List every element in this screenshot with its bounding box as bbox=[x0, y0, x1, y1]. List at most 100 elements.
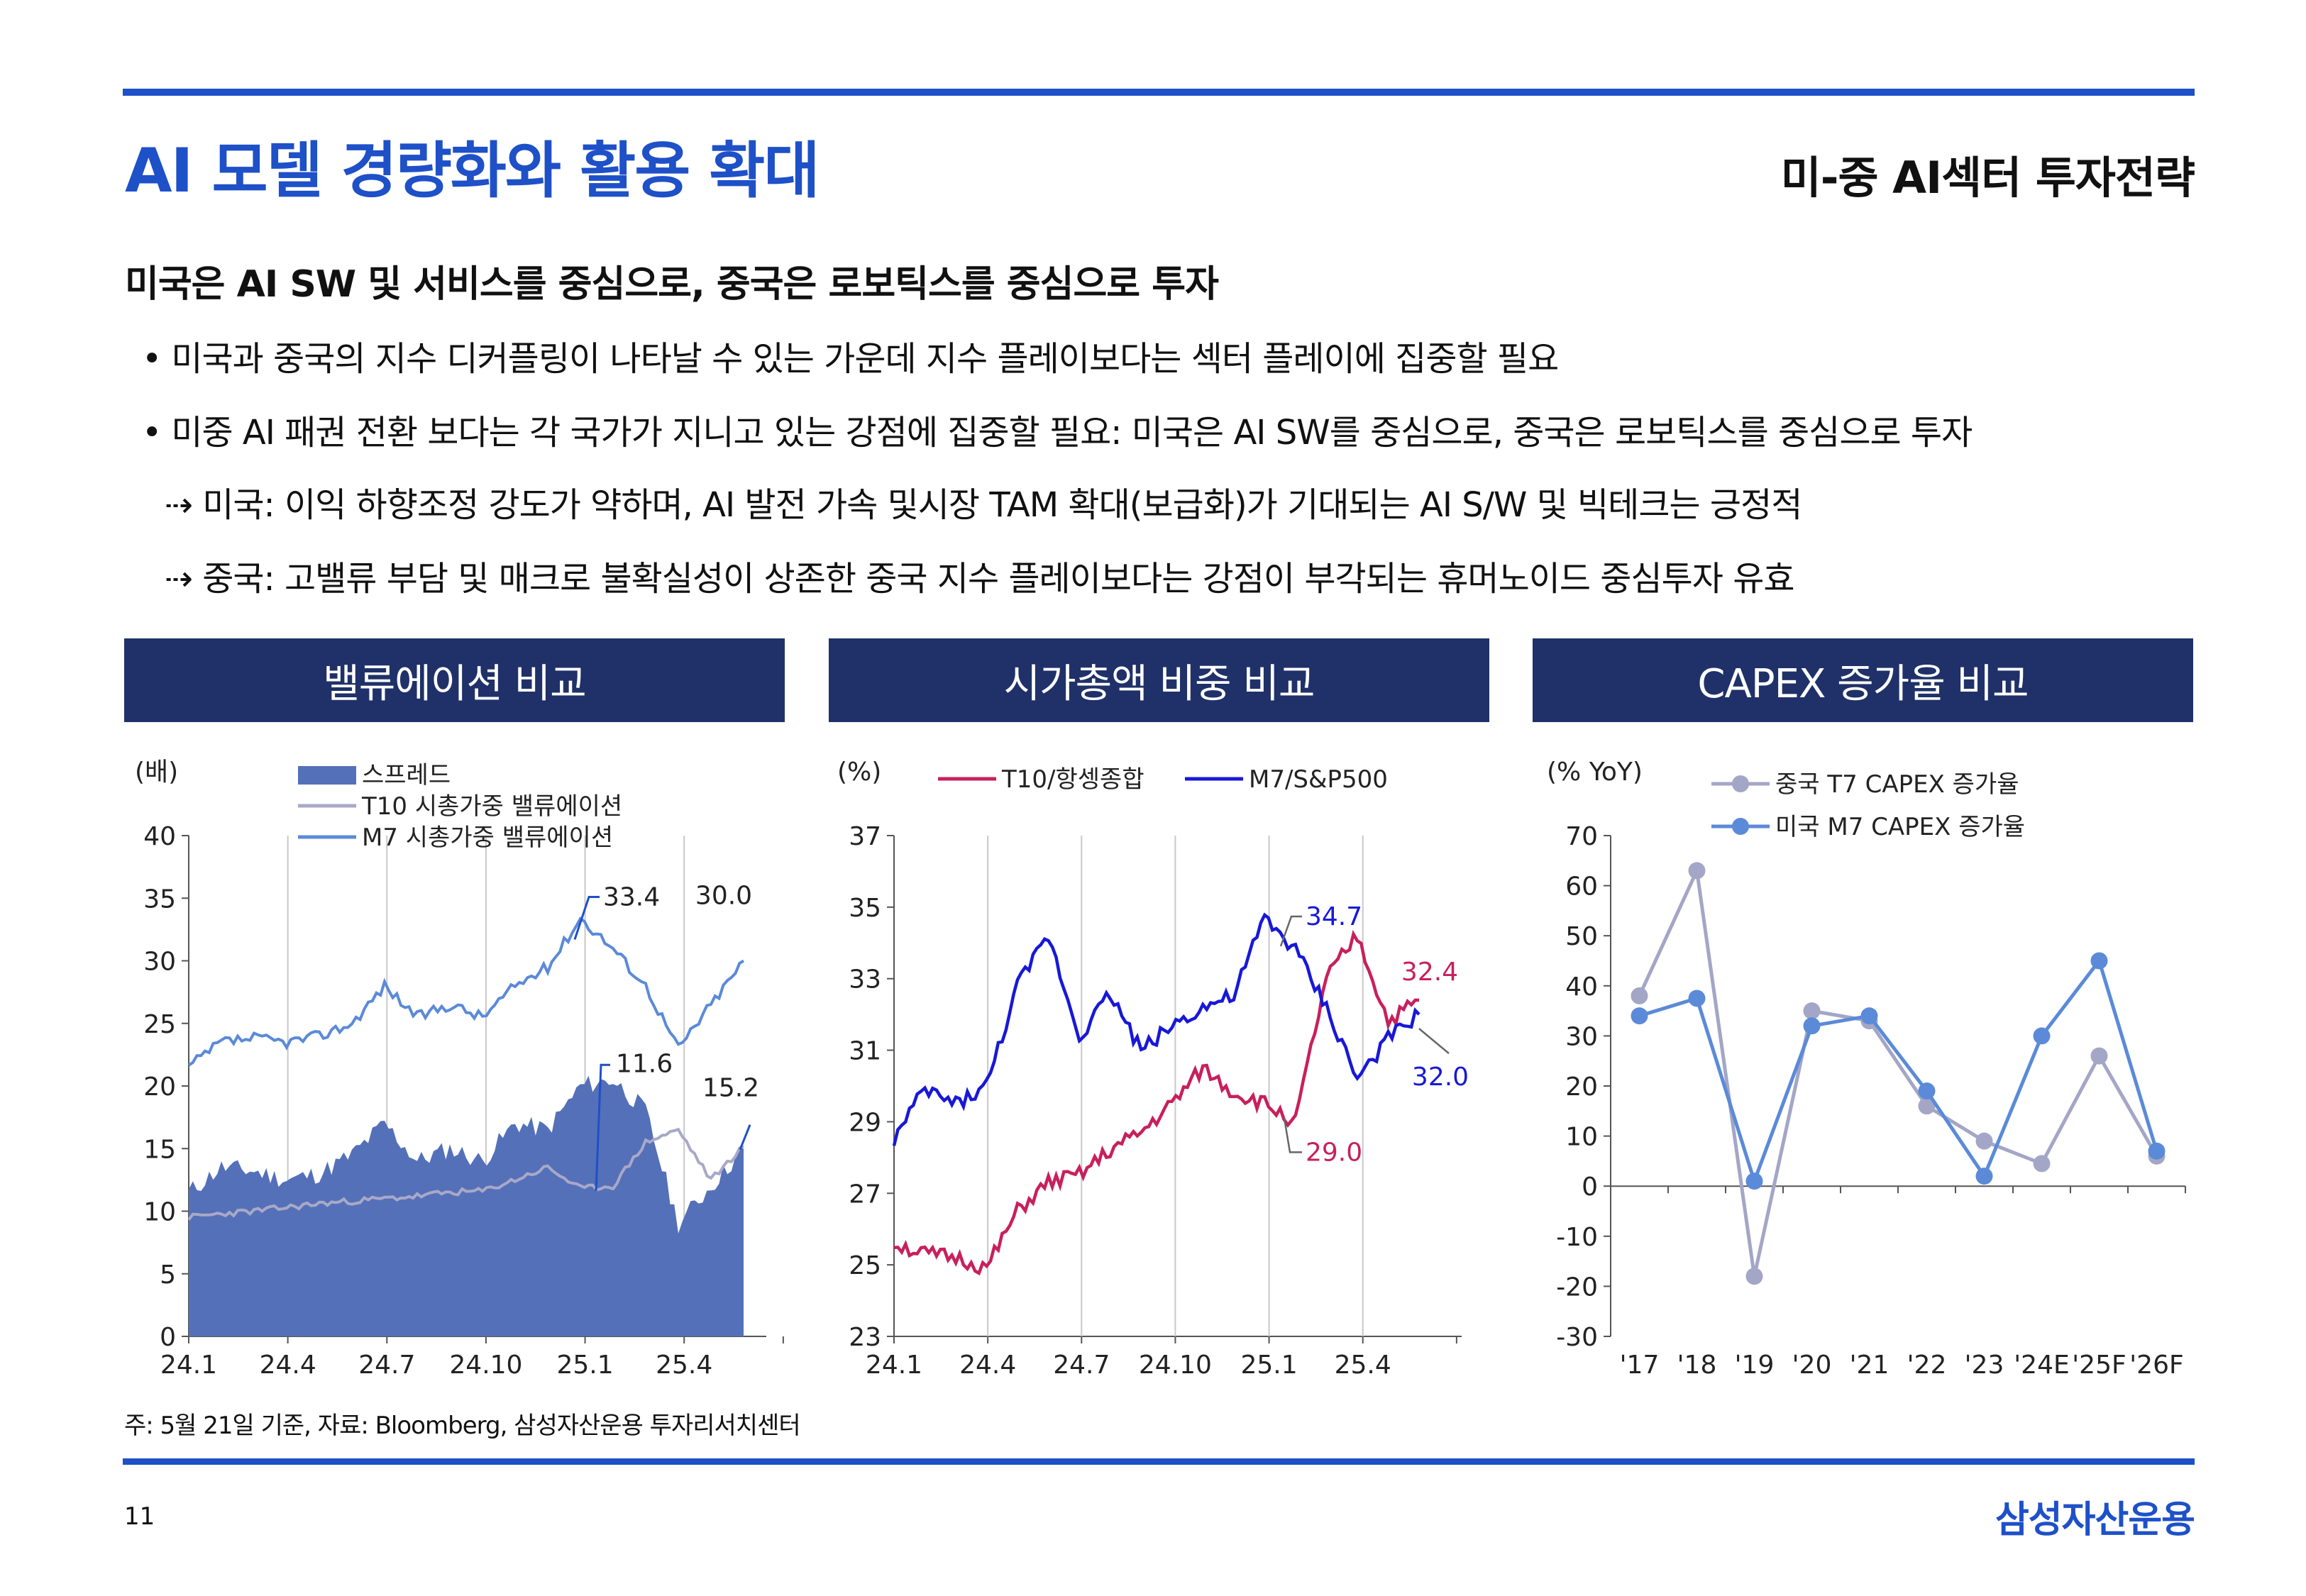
bullet-text: 미국과 중국의 지수 디커플링이 나타날 수 있는 가운데 지수 플레이보다는 … bbox=[171, 339, 1559, 379]
data-label: 32.4 bbox=[1401, 958, 1458, 987]
y-tick-label: 35 bbox=[849, 894, 881, 923]
y-tick-label: 30 bbox=[1565, 1022, 1598, 1051]
page-title: AI 모델 경량화와 활용 확대 bbox=[125, 135, 820, 206]
china-t7-point bbox=[2090, 1047, 2108, 1065]
china-t7-point bbox=[1631, 987, 1648, 1004]
y-tick-label: -10 bbox=[1556, 1223, 1598, 1252]
x-tick-label: '25F bbox=[2072, 1351, 2126, 1380]
y-tick-label: 25 bbox=[143, 1010, 176, 1039]
legend-marker-china bbox=[1732, 775, 1749, 792]
y-tick-label: 30 bbox=[143, 948, 176, 977]
x-tick-label: '21 bbox=[1850, 1351, 1890, 1380]
sub-bullet-text: 중국: 고밸류 부담 및 매크로 불확실성이 상존한 중국 지수 플레이보다는 … bbox=[202, 559, 1794, 599]
y-tick-label: 0 bbox=[1582, 1173, 1598, 1202]
legend-swatch-spread bbox=[298, 766, 356, 785]
china-t7-point bbox=[1918, 1097, 1936, 1115]
legend-label: T10 시총가중 밸류에이션 bbox=[361, 792, 622, 821]
x-tick-label: 24.1 bbox=[160, 1351, 217, 1380]
x-tick-label: 24.10 bbox=[449, 1351, 522, 1380]
data-label: 29.0 bbox=[1306, 1138, 1362, 1167]
arrow-icon: ⇢ bbox=[165, 559, 193, 599]
data-label: 30.0 bbox=[695, 882, 752, 911]
y-tick-label: -20 bbox=[1556, 1273, 1598, 1302]
y-tick-label: 27 bbox=[849, 1180, 881, 1209]
top-rule bbox=[123, 89, 2195, 96]
bullet-item: • 미중 AI 패권 전환 보다는 각 국가가 지니고 있는 강점에 집중할 필요… bbox=[142, 404, 1973, 454]
marketcap-chart: 23 25 27 29 31 33 35 37 24.1 24.4 24.7 24.10 25.1 25.… bbox=[837, 758, 1469, 1380]
section-label: 미-중 AI섹터 투자전략 bbox=[1780, 152, 2195, 204]
y-tick-label: 35 bbox=[143, 885, 176, 914]
us-m7-point bbox=[1975, 1168, 1993, 1185]
x-tick-label: 24.1 bbox=[866, 1351, 922, 1380]
y-tick-label: 25 bbox=[849, 1251, 881, 1280]
annotation-leader bbox=[1418, 1028, 1450, 1055]
t10-valuation-line bbox=[187, 1127, 744, 1221]
x-tick-label: 24.7 bbox=[1053, 1351, 1110, 1380]
sub-bullet-item: ⇢ 중국: 고밸류 부담 및 매크로 불확실성이 상존한 중국 지수 플레이보다는… bbox=[165, 550, 1795, 600]
y-tick-label: 10 bbox=[1565, 1123, 1598, 1152]
sub-bullet-text: 미국: 이익 하향조정 강도가 약하며, AI 발전 가속 및시장 TAM 확대… bbox=[202, 485, 1802, 525]
y-tick-label: 40 bbox=[1565, 972, 1598, 1002]
data-label: 34.7 bbox=[1306, 902, 1362, 931]
legend-label: 미국 M7 CAPEX 증가율 bbox=[1775, 813, 2025, 841]
data-label: 32.0 bbox=[1412, 1063, 1469, 1092]
y-tick-label: 31 bbox=[849, 1037, 881, 1066]
y-tick-label: -30 bbox=[1556, 1323, 1598, 1352]
brand-logo: 삼성자산운용 bbox=[1995, 1499, 2195, 1541]
annotation-leader bbox=[739, 1124, 751, 1151]
us-m7-point bbox=[1803, 1017, 1821, 1035]
y-tick-label: 20 bbox=[143, 1073, 176, 1102]
t10-hangseng-line bbox=[893, 929, 1420, 1276]
legend-marker-us bbox=[1732, 818, 1749, 835]
m7-sp500-line bbox=[892, 912, 1420, 1146]
bullet-mark: • bbox=[142, 413, 162, 453]
x-tick-label: 24.7 bbox=[358, 1351, 415, 1380]
sub-bullet-item: ⇢ 미국: 이익 하향조정 강도가 약하며, AI 발전 가속 및시장 TAM 확… bbox=[165, 477, 1802, 526]
y-tick-label: 70 bbox=[1565, 822, 1598, 851]
y-tick-label: 37 bbox=[849, 822, 881, 851]
x-tick-label: 25.1 bbox=[556, 1351, 613, 1380]
unit-label: (배) bbox=[135, 758, 178, 787]
us-m7-point bbox=[1688, 990, 1706, 1007]
x-tick-label: '17 bbox=[1620, 1351, 1660, 1380]
source-footnote: 주: 5월 21일 기준, 자료: Bloomberg, 삼성자산운용 투자리서… bbox=[124, 1412, 801, 1440]
x-tick-label: 24.10 bbox=[1139, 1351, 1212, 1380]
x-tick-label: 24.4 bbox=[260, 1351, 316, 1380]
arrow-icon: ⇢ bbox=[165, 485, 193, 525]
us-m7-point bbox=[1745, 1173, 1763, 1190]
x-tick-label: '26F bbox=[2129, 1351, 2183, 1380]
x-tick-label: 25.4 bbox=[656, 1351, 712, 1380]
marketcap-chart-header: 시가총액 비중 비교 bbox=[829, 638, 1489, 722]
us-m7-point bbox=[2033, 1027, 2051, 1045]
x-tick-label: '22 bbox=[1907, 1351, 1947, 1380]
bullet-mark: • bbox=[142, 339, 162, 379]
us-m7-point bbox=[1631, 1007, 1648, 1025]
subheading: 미국은 AI SW 및 서비스를 중심으로, 중국은 로보틱스를 중심으로 투자 bbox=[125, 263, 1219, 306]
x-tick-label: 25.1 bbox=[1240, 1351, 1297, 1380]
us-m7-capex-line bbox=[1638, 957, 2158, 1187]
x-tick-label: '24E bbox=[2014, 1351, 2069, 1380]
data-label: 15.2 bbox=[702, 1074, 759, 1103]
legend-label: M7 시총가중 밸류에이션 bbox=[362, 824, 613, 852]
page-number: 11 bbox=[124, 1502, 155, 1531]
spread-area bbox=[189, 1075, 744, 1336]
m7-valuation-line bbox=[187, 916, 745, 1067]
x-tick-label: '23 bbox=[1965, 1351, 2004, 1380]
bullet-text: 미중 AI 패권 전환 보다는 각 국가가 지니고 있는 강점에 집중할 필요:… bbox=[171, 413, 1973, 453]
annotation-leader bbox=[595, 1063, 610, 1192]
unit-label: (%) bbox=[837, 758, 881, 787]
x-tick-label: 24.4 bbox=[959, 1351, 1016, 1380]
y-tick-label: 15 bbox=[143, 1135, 176, 1164]
china-t7-point bbox=[2033, 1155, 2051, 1173]
china-t7-capex-line bbox=[1638, 864, 2158, 1277]
capex-chart: (% YoY) -30 -20 -10 0 10 20 30 40 50 60 70 '17 '18 '19… bbox=[1547, 758, 2186, 1380]
us-m7-point bbox=[1860, 1007, 1878, 1025]
us-m7-point bbox=[2148, 1142, 2166, 1160]
annotation-leader bbox=[1279, 915, 1302, 947]
capex-chart-header: CAPEX 증가율 비교 bbox=[1533, 638, 2193, 722]
y-tick-label: 33 bbox=[849, 965, 881, 994]
data-label: 11.6 bbox=[616, 1049, 673, 1078]
china-t7-point bbox=[1745, 1268, 1763, 1285]
china-t7-point bbox=[1803, 1002, 1821, 1020]
y-tick-label: 5 bbox=[160, 1260, 176, 1290]
